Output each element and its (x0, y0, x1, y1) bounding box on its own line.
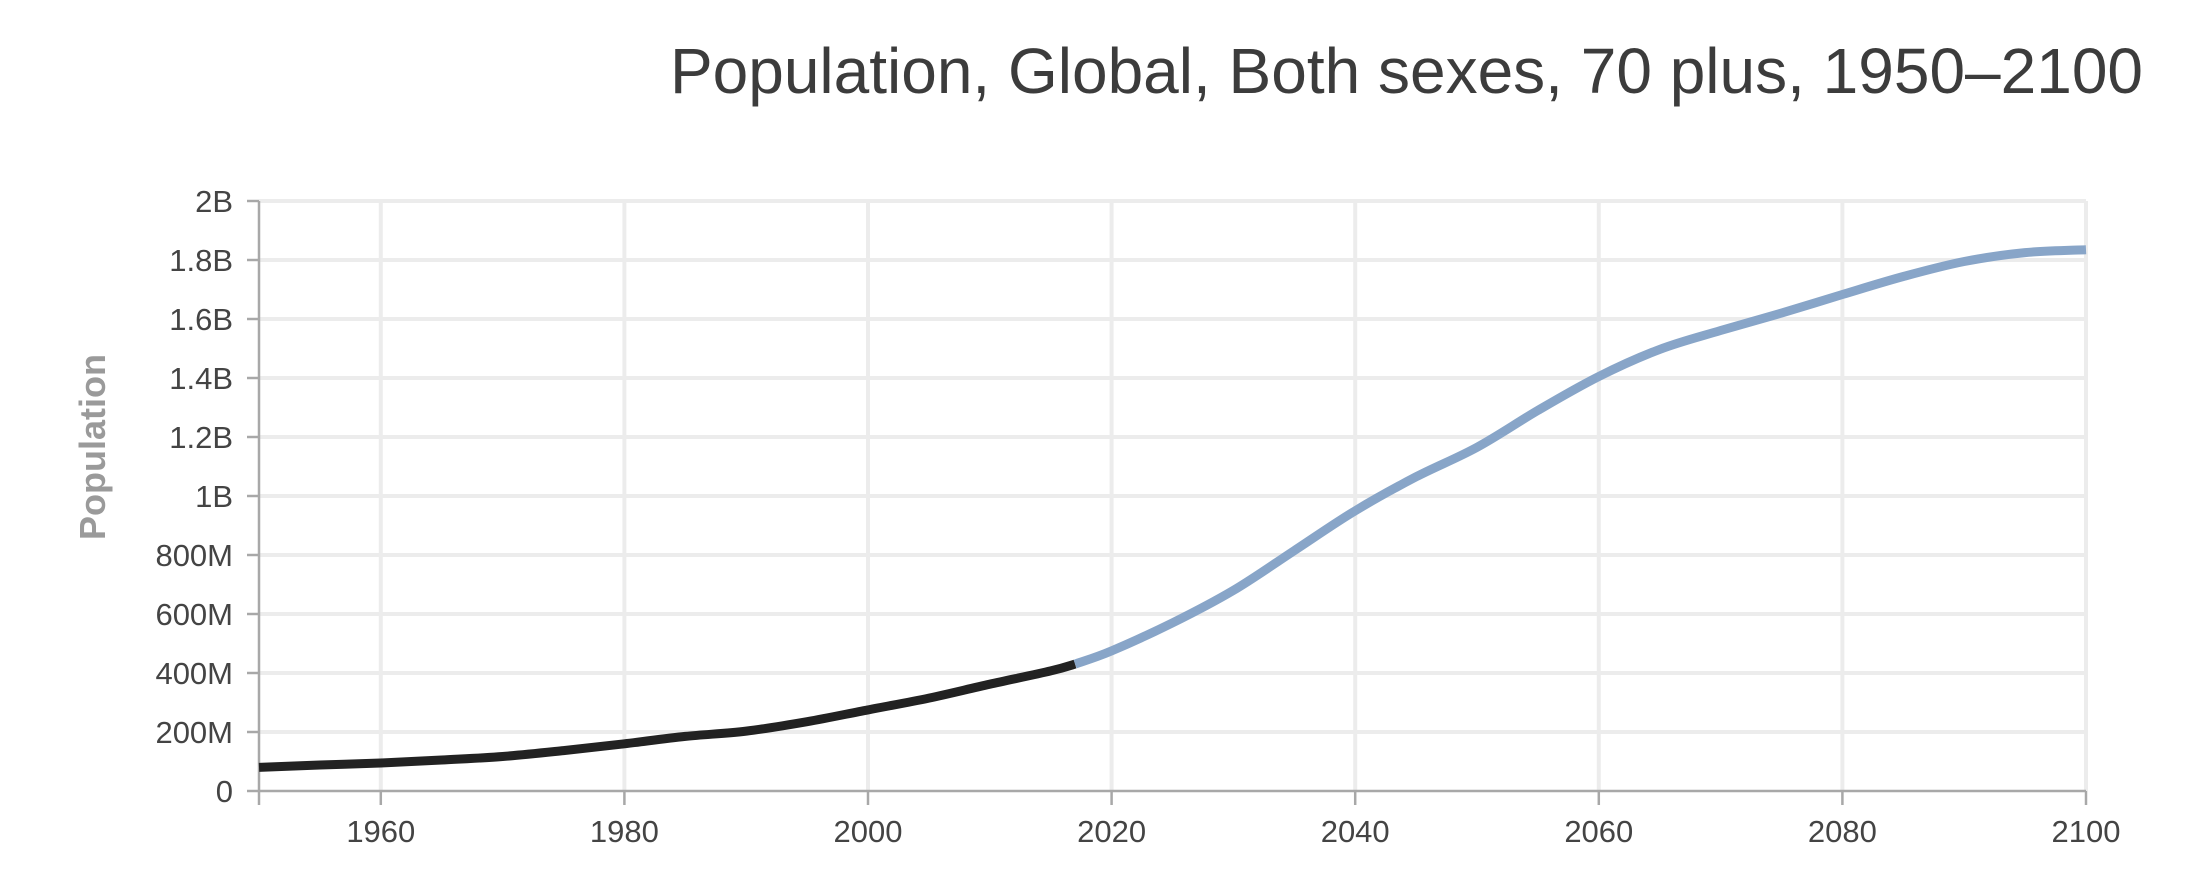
x-tick-label: 1960 (346, 814, 415, 849)
y-tick-label: 200M (155, 715, 233, 750)
projection-series-line (1073, 245, 2087, 669)
tick-labels: 0 200M 400M 600M 800M 1B 1.2B 1.4B 1.6B 1.8B 2B 196… (155, 184, 2120, 849)
y-tick-label: 800M (155, 538, 233, 573)
y-axis-label: Population (72, 354, 113, 540)
y-tick-label: 1.8B (169, 243, 233, 278)
y-tick-label: 600M (155, 597, 233, 632)
y-tick-label: 1.4B (169, 361, 233, 396)
y-tick-label: 400M (155, 656, 233, 691)
y-tick-label: 2B (195, 184, 233, 219)
y-tick-label: 1B (195, 479, 233, 514)
historical-series-line (258, 659, 1077, 772)
x-tick-label: 2060 (1564, 814, 1633, 849)
y-tick-label: 1.2B (169, 420, 233, 455)
chart-title: Population, Global, Both sexes, 70 plus,… (670, 35, 2143, 107)
y-tick-label: 0 (216, 774, 233, 809)
x-tick-label: 2020 (1077, 814, 1146, 849)
x-tick-label: 2080 (1808, 814, 1877, 849)
gridlines (259, 199, 2088, 791)
x-tick-label: 2040 (1321, 814, 1390, 849)
x-tick-label: 1980 (590, 814, 659, 849)
series-lines (258, 245, 2087, 772)
axes (247, 199, 2088, 805)
x-tick-label: 2100 (2052, 814, 2121, 849)
y-tick-label: 1.6B (169, 302, 233, 337)
x-tick-label: 2000 (834, 814, 903, 849)
